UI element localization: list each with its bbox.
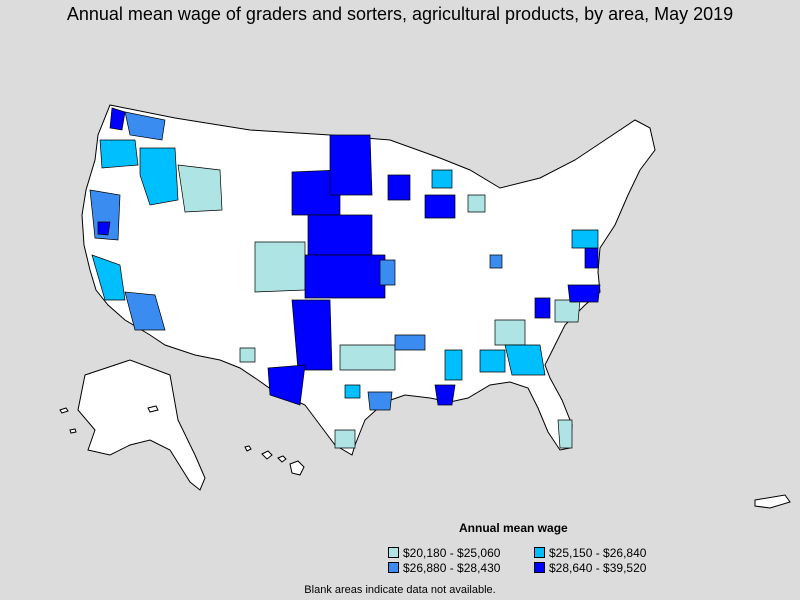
hawaii bbox=[244, 445, 305, 476]
legend-label: $20,180 - $25,060 bbox=[403, 546, 501, 560]
legend-swatch-icon bbox=[534, 562, 545, 573]
puerto-rico bbox=[754, 494, 791, 509]
legend-item-4: $28,640 - $39,520 bbox=[534, 561, 646, 575]
legend-item-2: $25,150 - $26,840 bbox=[534, 546, 646, 560]
legend-label: $26,880 - $28,430 bbox=[403, 561, 501, 575]
legend-swatch-icon bbox=[534, 547, 545, 558]
legend-label: $25,150 - $26,840 bbox=[549, 546, 647, 560]
legend-label: $28,640 - $39,520 bbox=[549, 561, 647, 575]
legend-item-1: $20,180 - $25,060 bbox=[388, 546, 500, 560]
alaska bbox=[77, 359, 206, 491]
data-availability-note: Blank areas indicate data not available. bbox=[304, 584, 496, 596]
map-title: Annual mean wage of graders and sorters,… bbox=[66, 4, 734, 24]
legend-title: Annual mean wage bbox=[459, 521, 568, 535]
legend-swatch-icon bbox=[388, 562, 399, 573]
legend-item-3: $26,880 - $28,430 bbox=[388, 561, 500, 575]
wage-areas bbox=[89, 107, 601, 449]
legend-swatch-icon bbox=[388, 547, 399, 558]
aleutian-islands bbox=[59, 405, 159, 434]
